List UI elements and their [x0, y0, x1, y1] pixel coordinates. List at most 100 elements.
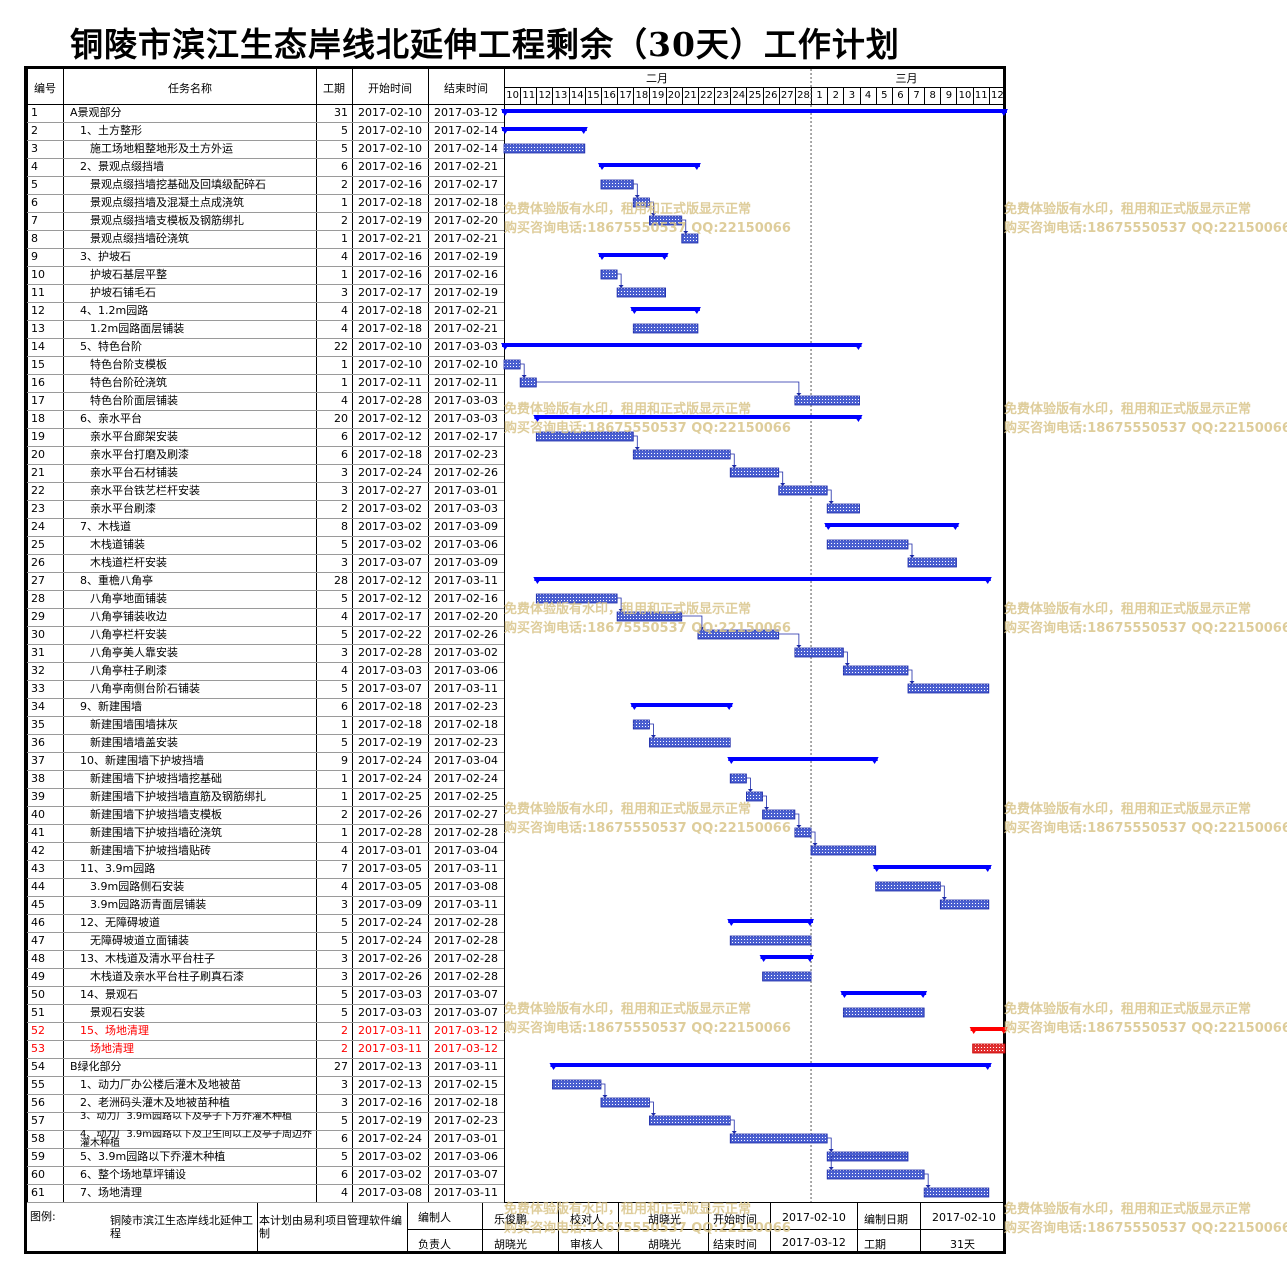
task-name: 8、重檐八角亭 — [80, 574, 153, 587]
row-line — [27, 554, 504, 555]
grid-line — [857, 1202, 858, 1252]
grid-line — [316, 68, 317, 1202]
task-duration: 1 — [341, 196, 348, 209]
task-start: 2017-02-21 — [358, 232, 422, 245]
row-number: 16 — [31, 376, 45, 389]
watermark-line-2: 购买咨询电话:18675550537 QQ:22150066 — [504, 1021, 791, 1036]
header-name: 任务名称 — [168, 82, 212, 95]
task-duration: 3 — [341, 898, 348, 911]
row-number: 61 — [31, 1186, 45, 1199]
footer-note: 本计划由易利项目管理软件编制 — [259, 1214, 402, 1240]
watermark-line-1: 免费体验版有水印，租用和正式版显示正常 — [1004, 802, 1252, 817]
day-label: 13 — [552, 88, 568, 104]
task-end: 2017-02-18 — [434, 1096, 498, 1109]
task-start: 2017-03-02 — [358, 502, 422, 515]
task-end: 2017-03-02 — [434, 646, 498, 659]
task-duration: 5 — [341, 628, 348, 641]
task-start: 2017-02-28 — [358, 394, 422, 407]
start-value: 2017-02-10 — [782, 1211, 846, 1224]
page-title: 铜陵市滨江生态岸线北延伸工程剩余（30天）工作计划 — [70, 25, 900, 64]
task-start: 2017-02-24 — [358, 772, 422, 785]
task-end: 2017-03-01 — [434, 1132, 498, 1145]
task-duration: 31 — [334, 106, 348, 119]
day-label: 28 — [794, 88, 811, 104]
row-line — [27, 1112, 504, 1113]
row-line — [27, 932, 504, 933]
row-number: 25 — [31, 538, 45, 551]
task-end: 2017-03-11 — [434, 1186, 498, 1199]
task-name: 3、动力厂3.9m园路以下及亭子下方乔灌木种植 — [80, 1112, 293, 1121]
task-start: 2017-02-24 — [358, 916, 422, 929]
task-end: 2017-03-09 — [434, 520, 498, 533]
task-name: 八角亭地面铺装 — [90, 592, 167, 605]
row-line — [27, 518, 504, 519]
row-number: 14 — [31, 340, 45, 353]
task-end: 2017-03-11 — [434, 898, 498, 911]
task-start: 2017-02-13 — [358, 1078, 422, 1091]
watermark-line-1: 免费体验版有水印，租用和正式版显示正常 — [504, 202, 752, 217]
watermark: 免费体验版有水印，租用和正式版显示正常 购买咨询电话:18675550537 QQ… — [504, 400, 791, 438]
task-name: 1、动力厂办公楼后灌木及地被苗 — [80, 1078, 241, 1091]
task-start: 2017-02-10 — [358, 358, 422, 371]
row-number: 59 — [31, 1150, 45, 1163]
reviewer-label: 审核人 — [570, 1238, 603, 1251]
row-line — [27, 716, 504, 717]
day-label: 4 — [859, 88, 876, 104]
task-end: 2017-03-08 — [434, 880, 498, 893]
task-duration: 3 — [341, 484, 348, 497]
row-line — [27, 1004, 504, 1005]
row-number: 32 — [31, 664, 45, 677]
row-number: 13 — [31, 322, 45, 335]
task-name: 9、新建围墙 — [80, 700, 142, 713]
task-start: 2017-02-12 — [358, 430, 422, 443]
task-duration: 5 — [341, 916, 348, 929]
task-end: 2017-02-21 — [434, 304, 498, 317]
task-end: 2017-03-06 — [434, 1150, 498, 1163]
task-name: 八角亭铺装收边 — [90, 610, 167, 623]
task-name: 无障碍坡道立面铺装 — [90, 934, 189, 947]
row-line — [27, 1202, 504, 1203]
watermark-line-2: 购买咨询电话:18675550537 QQ:22150066 — [1004, 621, 1287, 636]
row-number: 2 — [31, 124, 38, 137]
row-line — [27, 770, 504, 771]
task-end: 2017-02-26 — [434, 628, 498, 641]
row-line — [27, 338, 504, 339]
task-start: 2017-03-11 — [358, 1042, 422, 1055]
watermark-line-1: 免费体验版有水印，租用和正式版显示正常 — [1004, 202, 1252, 217]
task-duration: 1 — [341, 232, 348, 245]
row-line — [27, 626, 504, 627]
task-duration: 5 — [341, 736, 348, 749]
task-end: 2017-03-12 — [434, 106, 498, 119]
task-end: 2017-02-11 — [434, 376, 498, 389]
row-line — [27, 788, 504, 789]
row-line — [27, 194, 504, 195]
task-end: 2017-03-03 — [434, 412, 498, 425]
task-start: 2017-02-26 — [358, 808, 422, 821]
task-end: 2017-03-12 — [434, 1024, 498, 1037]
task-duration: 2 — [341, 808, 348, 821]
task-start: 2017-03-08 — [358, 1186, 422, 1199]
watermark: 免费体验版有水印，租用和正式版显示正常 购买咨询电话:18675550537 QQ… — [1004, 600, 1287, 638]
task-duration: 4 — [341, 880, 348, 893]
task-end: 2017-03-01 — [434, 484, 498, 497]
watermark-line-2: 购买咨询电话:18675550537 QQ:22150066 — [504, 1221, 791, 1236]
row-number: 48 — [31, 952, 45, 965]
row-line — [27, 410, 504, 411]
row-line — [27, 608, 504, 609]
task-duration: 5 — [341, 1114, 348, 1127]
watermark-line-1: 免费体验版有水印，租用和正式版显示正常 — [504, 1002, 752, 1017]
task-name: 5、特色台阶 — [80, 340, 142, 353]
row-number: 22 — [31, 484, 45, 497]
row-number: 36 — [31, 736, 45, 749]
day-label: 19 — [649, 88, 665, 104]
task-end: 2017-03-11 — [434, 862, 498, 875]
watermark: 免费体验版有水印，租用和正式版显示正常 购买咨询电话:18675550537 QQ… — [504, 600, 791, 638]
task-end: 2017-03-07 — [434, 988, 498, 1001]
task-duration: 1 — [341, 358, 348, 371]
row-number: 55 — [31, 1078, 45, 1091]
watermark: 免费体验版有水印，租用和正式版显示正常 购买咨询电话:18675550537 QQ… — [1004, 1200, 1287, 1238]
day-label: 1 — [811, 88, 827, 104]
task-duration: 4 — [341, 394, 348, 407]
task-start: 2017-02-16 — [358, 268, 422, 281]
day-label: 12 — [988, 88, 1005, 104]
